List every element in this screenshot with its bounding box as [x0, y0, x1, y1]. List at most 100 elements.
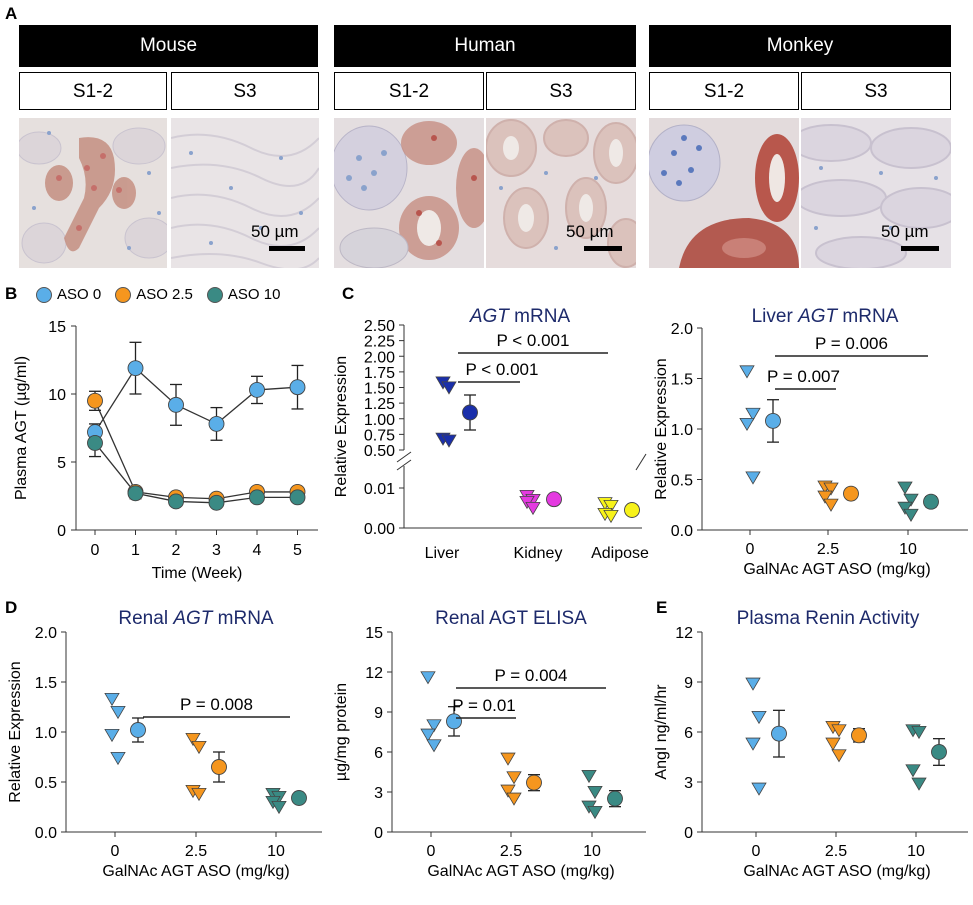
- e-xtick-label: 2.5: [825, 843, 847, 860]
- header-human: Human: [334, 25, 636, 67]
- c1-triangle: [525, 502, 541, 516]
- e-triangle: [745, 677, 761, 691]
- c1-xtick-label: Kidney: [514, 545, 563, 562]
- tissue-human-s3: 50 µm: [486, 118, 636, 268]
- e-triangle: [911, 726, 927, 740]
- b-point: [127, 360, 144, 377]
- d1-triangle: [185, 733, 201, 747]
- d1-ytick-label: 0.0: [35, 825, 57, 842]
- tissue-mouse-s3: 50 µm: [171, 118, 319, 268]
- e-mean-dot: [931, 744, 947, 760]
- b-point: [87, 392, 103, 409]
- d1-triangle: [104, 693, 120, 707]
- e-xtick-label: 10: [907, 843, 925, 860]
- b-ytick-label: 5: [57, 455, 66, 472]
- b-point: [168, 493, 184, 510]
- c1-ytick-label: 2.00: [364, 349, 395, 366]
- tissue-mouse-s12-art: [19, 118, 167, 268]
- d1-mean-dot: [130, 722, 146, 738]
- panel-letter-c: C: [342, 284, 355, 303]
- d1-mean-dot: [291, 790, 307, 806]
- scale-bar-mouse: [269, 246, 305, 251]
- tissue-human-s12: [334, 118, 484, 268]
- legend-swatch-aso10: [206, 286, 223, 303]
- b-point: [87, 435, 103, 451]
- c2-ytick-label: 1.0: [671, 422, 693, 439]
- b-point: [127, 485, 144, 502]
- d2-mean-dot: [607, 790, 623, 807]
- d2-ytick-label: 12: [365, 665, 383, 682]
- c2-triangle: [745, 471, 761, 485]
- d1-triangle: [104, 729, 120, 743]
- tissue-mouse-s3-art: [171, 118, 319, 268]
- d1-ytick-label: 1.0: [35, 725, 57, 742]
- e-xtick-label: 0: [752, 843, 761, 860]
- tissue-human-s3-art: [486, 118, 636, 268]
- e-ytick-label: 3: [684, 775, 693, 792]
- tissue-monkey-s12-art: [649, 118, 799, 268]
- header-mouse: Mouse: [19, 25, 318, 67]
- legend-item-aso10: ASO 10: [206, 286, 281, 303]
- d2-triangle: [587, 806, 603, 820]
- c1-mean-dot: [546, 491, 562, 508]
- c1-triangle: [603, 510, 619, 524]
- e-triangle: [751, 711, 767, 725]
- d1-triangle: [271, 801, 287, 815]
- e-ytick-label: 9: [684, 675, 693, 692]
- d1-triangle: [191, 741, 207, 755]
- c2-xlabel: GalNAc AGT ASO (mg/kg): [743, 561, 930, 578]
- d2-mean-dot: [446, 713, 462, 730]
- e-mean-dot: [851, 727, 867, 744]
- header-monkey: Monkey: [649, 25, 951, 67]
- b-series-line-1: [94, 400, 298, 500]
- d1-pvalue: P = 0.008: [180, 695, 253, 714]
- panel-letter-a: A: [5, 4, 18, 23]
- chart-c2: Liver AGT mRNA 0.0 0.5 1.0 1.5 2.0 0 2.5 10 GalNA…: [653, 306, 968, 578]
- chart-d2: Renal AGT ELISA 0 3 6 9 12 15 0 2.5 10 GalNAc AGT …: [333, 608, 646, 880]
- d2-triangle: [500, 784, 516, 798]
- c1-ylabel: Relative Expression: [333, 356, 350, 497]
- mouse-s3-label: S3: [171, 72, 319, 110]
- b-ylabel: Plasma AGT (µg/ml): [13, 356, 30, 500]
- c2-ylabel: Relative Expression: [653, 358, 670, 499]
- d1-ytick-label: 0.5: [35, 775, 57, 792]
- human-s12-label: S1-2: [334, 72, 484, 110]
- b-xtick-label: 5: [293, 542, 302, 559]
- c1-xtick-label: Adipose: [591, 545, 649, 562]
- c2-xtick-label: 0: [746, 541, 755, 558]
- tissue-monkey-s3: 50 µm: [801, 118, 951, 268]
- c1-ytick-label: 1.50: [364, 381, 395, 398]
- b-point: [289, 379, 306, 396]
- c1-ytick-label: 1.00: [364, 412, 395, 429]
- scale-label-human: 50 µm: [566, 222, 614, 241]
- d1-ylabel: Relative Expression: [7, 661, 24, 802]
- tissue-mouse-s12: [19, 118, 167, 268]
- e-triangle: [745, 737, 761, 751]
- e-ytick-label: 6: [684, 725, 693, 742]
- c2-ytick-label: 1.5: [671, 372, 693, 389]
- b-point: [249, 489, 265, 506]
- e-triangle: [751, 782, 767, 796]
- legend-label-aso25: ASO 2.5: [136, 286, 193, 303]
- e-ylabel: AngI ng/ml/hr: [653, 684, 670, 780]
- legend-label-aso10: ASO 10: [227, 286, 281, 303]
- c2-triangle: [817, 490, 833, 504]
- b-xlabel: Time (Week): [152, 565, 243, 582]
- d1-xtick-label: 0: [111, 843, 120, 860]
- d2-ytick-label: 15: [365, 625, 383, 642]
- c1-ytick-label: 2.50: [364, 318, 395, 335]
- c1-ytick-label: 0.50: [364, 443, 395, 460]
- b-point: [208, 415, 225, 432]
- d2-ytick-label: 9: [374, 705, 383, 722]
- e-title: Plasma Renin Activity: [737, 608, 920, 629]
- c2-title: Liver AGT mRNA: [752, 306, 899, 327]
- d1-title: Renal AGT mRNA: [118, 608, 274, 629]
- c1-title: AGT mRNA: [469, 306, 571, 327]
- c1-pvalue: P < 0.001: [466, 360, 539, 379]
- b-ytick-label: 15: [48, 319, 66, 336]
- c1-ytick-label: 2.25: [364, 334, 395, 351]
- d2-triangle: [426, 719, 442, 733]
- d2-triangle: [506, 771, 522, 785]
- c1-xtick-label: Liver: [425, 545, 460, 562]
- c2-triangle: [897, 481, 913, 495]
